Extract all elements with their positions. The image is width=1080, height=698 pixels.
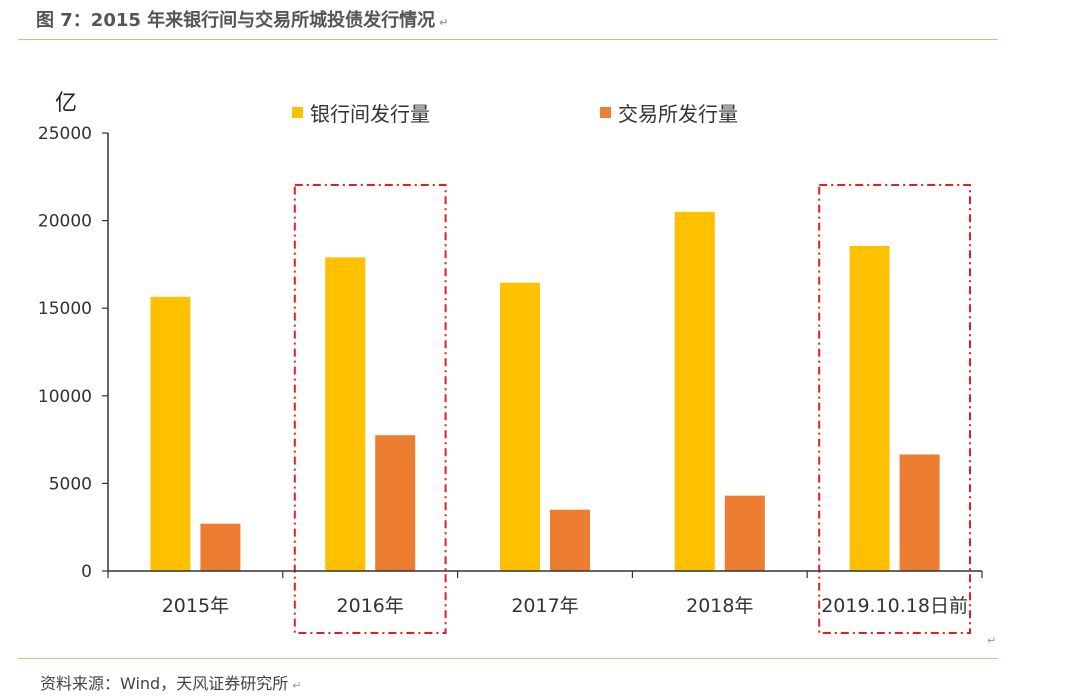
bar-exchange bbox=[200, 523, 241, 571]
y-axis-label: 亿 bbox=[55, 91, 77, 116]
y-tick-label: 15000 bbox=[38, 299, 92, 319]
figure-title: 图 7：2015 年来银行间与交易所城投债发行情况 ↵ bbox=[36, 6, 448, 32]
legend-label: 银行间发行量 bbox=[310, 102, 430, 126]
bar-interbank bbox=[325, 257, 366, 571]
bar-exchange bbox=[375, 435, 416, 571]
legend-label: 交易所发行量 bbox=[618, 102, 738, 126]
y-tick-label: 20000 bbox=[38, 212, 92, 232]
bar-exchange bbox=[550, 509, 590, 571]
source-divider bbox=[18, 658, 998, 659]
x-tick-label: 2015年 bbox=[162, 595, 229, 617]
legend: 银行间发行量 交易所发行量 bbox=[292, 102, 738, 126]
figure-title-text: 图 7：2015 年来银行间与交易所城投债发行情况 bbox=[36, 10, 436, 31]
x-tick-label: 2019.10.18日前 bbox=[821, 595, 968, 617]
bar-interbank bbox=[849, 246, 890, 571]
highlight-box bbox=[293, 184, 447, 634]
axes: 0 5000 10000 15000 20000 25000 亿 2015年 2016年 2017… bbox=[38, 91, 983, 617]
highlight-box bbox=[818, 184, 972, 634]
bar-interbank bbox=[150, 296, 191, 571]
legend-swatch bbox=[292, 107, 303, 118]
bar-interbank bbox=[500, 282, 540, 571]
paragraph-mark-icon: ↵ bbox=[292, 679, 302, 692]
paragraph-mark-icon: ↵ bbox=[987, 634, 997, 647]
x-tick-label: 2017年 bbox=[511, 595, 578, 617]
source-note: 资料来源：Wind，天风证券研究所 ↵ bbox=[40, 670, 301, 694]
x-tick-label: 2018年 bbox=[686, 595, 753, 617]
source-text: 资料来源：Wind，天风证券研究所 bbox=[40, 674, 289, 693]
y-tick-label: 0 bbox=[81, 562, 92, 582]
legend-swatch bbox=[600, 107, 611, 118]
title-divider bbox=[18, 39, 998, 40]
y-tick-label: 5000 bbox=[49, 474, 92, 494]
y-tick-label: 10000 bbox=[38, 387, 92, 407]
bar-exchange bbox=[724, 495, 765, 571]
paragraph-mark-icon: ↵ bbox=[439, 16, 449, 29]
bar-interbank bbox=[674, 211, 715, 571]
x-tick-label: 2016年 bbox=[337, 595, 404, 617]
highlight-boxes bbox=[293, 184, 972, 634]
bars bbox=[150, 211, 940, 571]
bar-exchange bbox=[899, 454, 940, 571]
y-tick-label: 25000 bbox=[38, 124, 92, 144]
